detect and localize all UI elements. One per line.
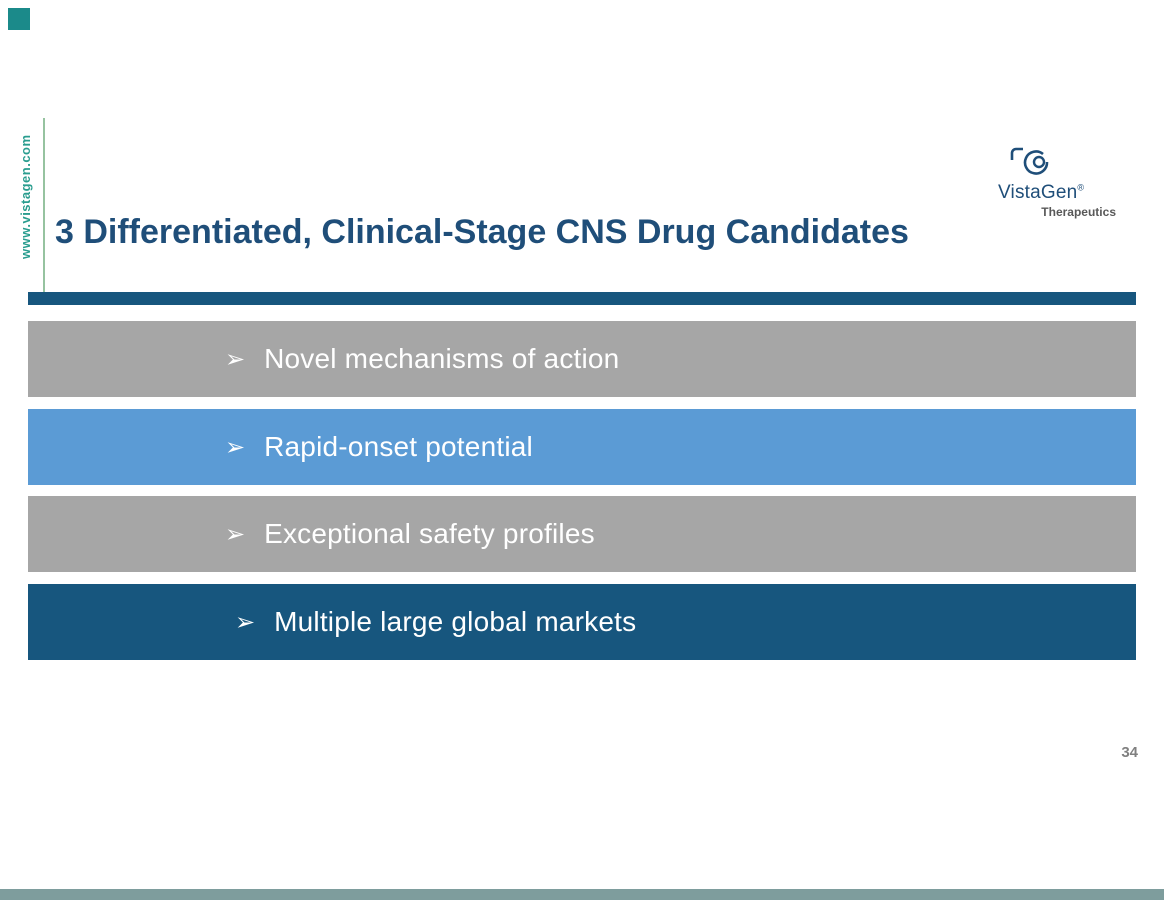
logo-tagline: Therapeutics bbox=[1041, 205, 1116, 219]
arrow-bullet-icon: ➢ bbox=[235, 609, 256, 636]
slide-title: 3 Differentiated, Clinical-Stage CNS Dru… bbox=[55, 213, 909, 251]
sidebar-vertical-rule bbox=[43, 118, 45, 296]
vistagen-swoosh-icon bbox=[1010, 147, 1049, 175]
bottom-edge-strip bbox=[0, 889, 1164, 900]
website-url-vertical: www.vistagen.com bbox=[18, 134, 33, 259]
bullet-bar-novel-mechanisms: ➢ Novel mechanisms of action bbox=[28, 321, 1136, 397]
bullet-bar-rapid-onset: ➢ Rapid-onset potential bbox=[28, 409, 1136, 485]
bullet-bar-global-markets: ➢ Multiple large global markets bbox=[28, 584, 1136, 660]
bullet-label: Novel mechanisms of action bbox=[264, 343, 620, 374]
arrow-bullet-icon: ➢ bbox=[225, 346, 246, 373]
bullet-bar-safety-profiles: ➢ Exceptional safety profiles bbox=[28, 496, 1136, 572]
company-logo: VistaGen® Therapeutics bbox=[998, 146, 1122, 219]
page-number: 34 bbox=[1121, 744, 1138, 761]
arrow-bullet-icon: ➢ bbox=[225, 521, 246, 548]
logo-brand-text: VistaGen® bbox=[998, 182, 1122, 204]
title-divider-bar bbox=[28, 292, 1136, 305]
arrow-bullet-icon: ➢ bbox=[225, 434, 246, 461]
logo-brand-name: VistaGen bbox=[998, 182, 1078, 203]
bullet-label: Exceptional safety profiles bbox=[264, 518, 595, 549]
bullet-label: Rapid-onset potential bbox=[264, 431, 533, 462]
corner-accent-square bbox=[8, 8, 30, 30]
bullet-label: Multiple large global markets bbox=[274, 606, 637, 637]
registered-mark: ® bbox=[1077, 182, 1085, 193]
